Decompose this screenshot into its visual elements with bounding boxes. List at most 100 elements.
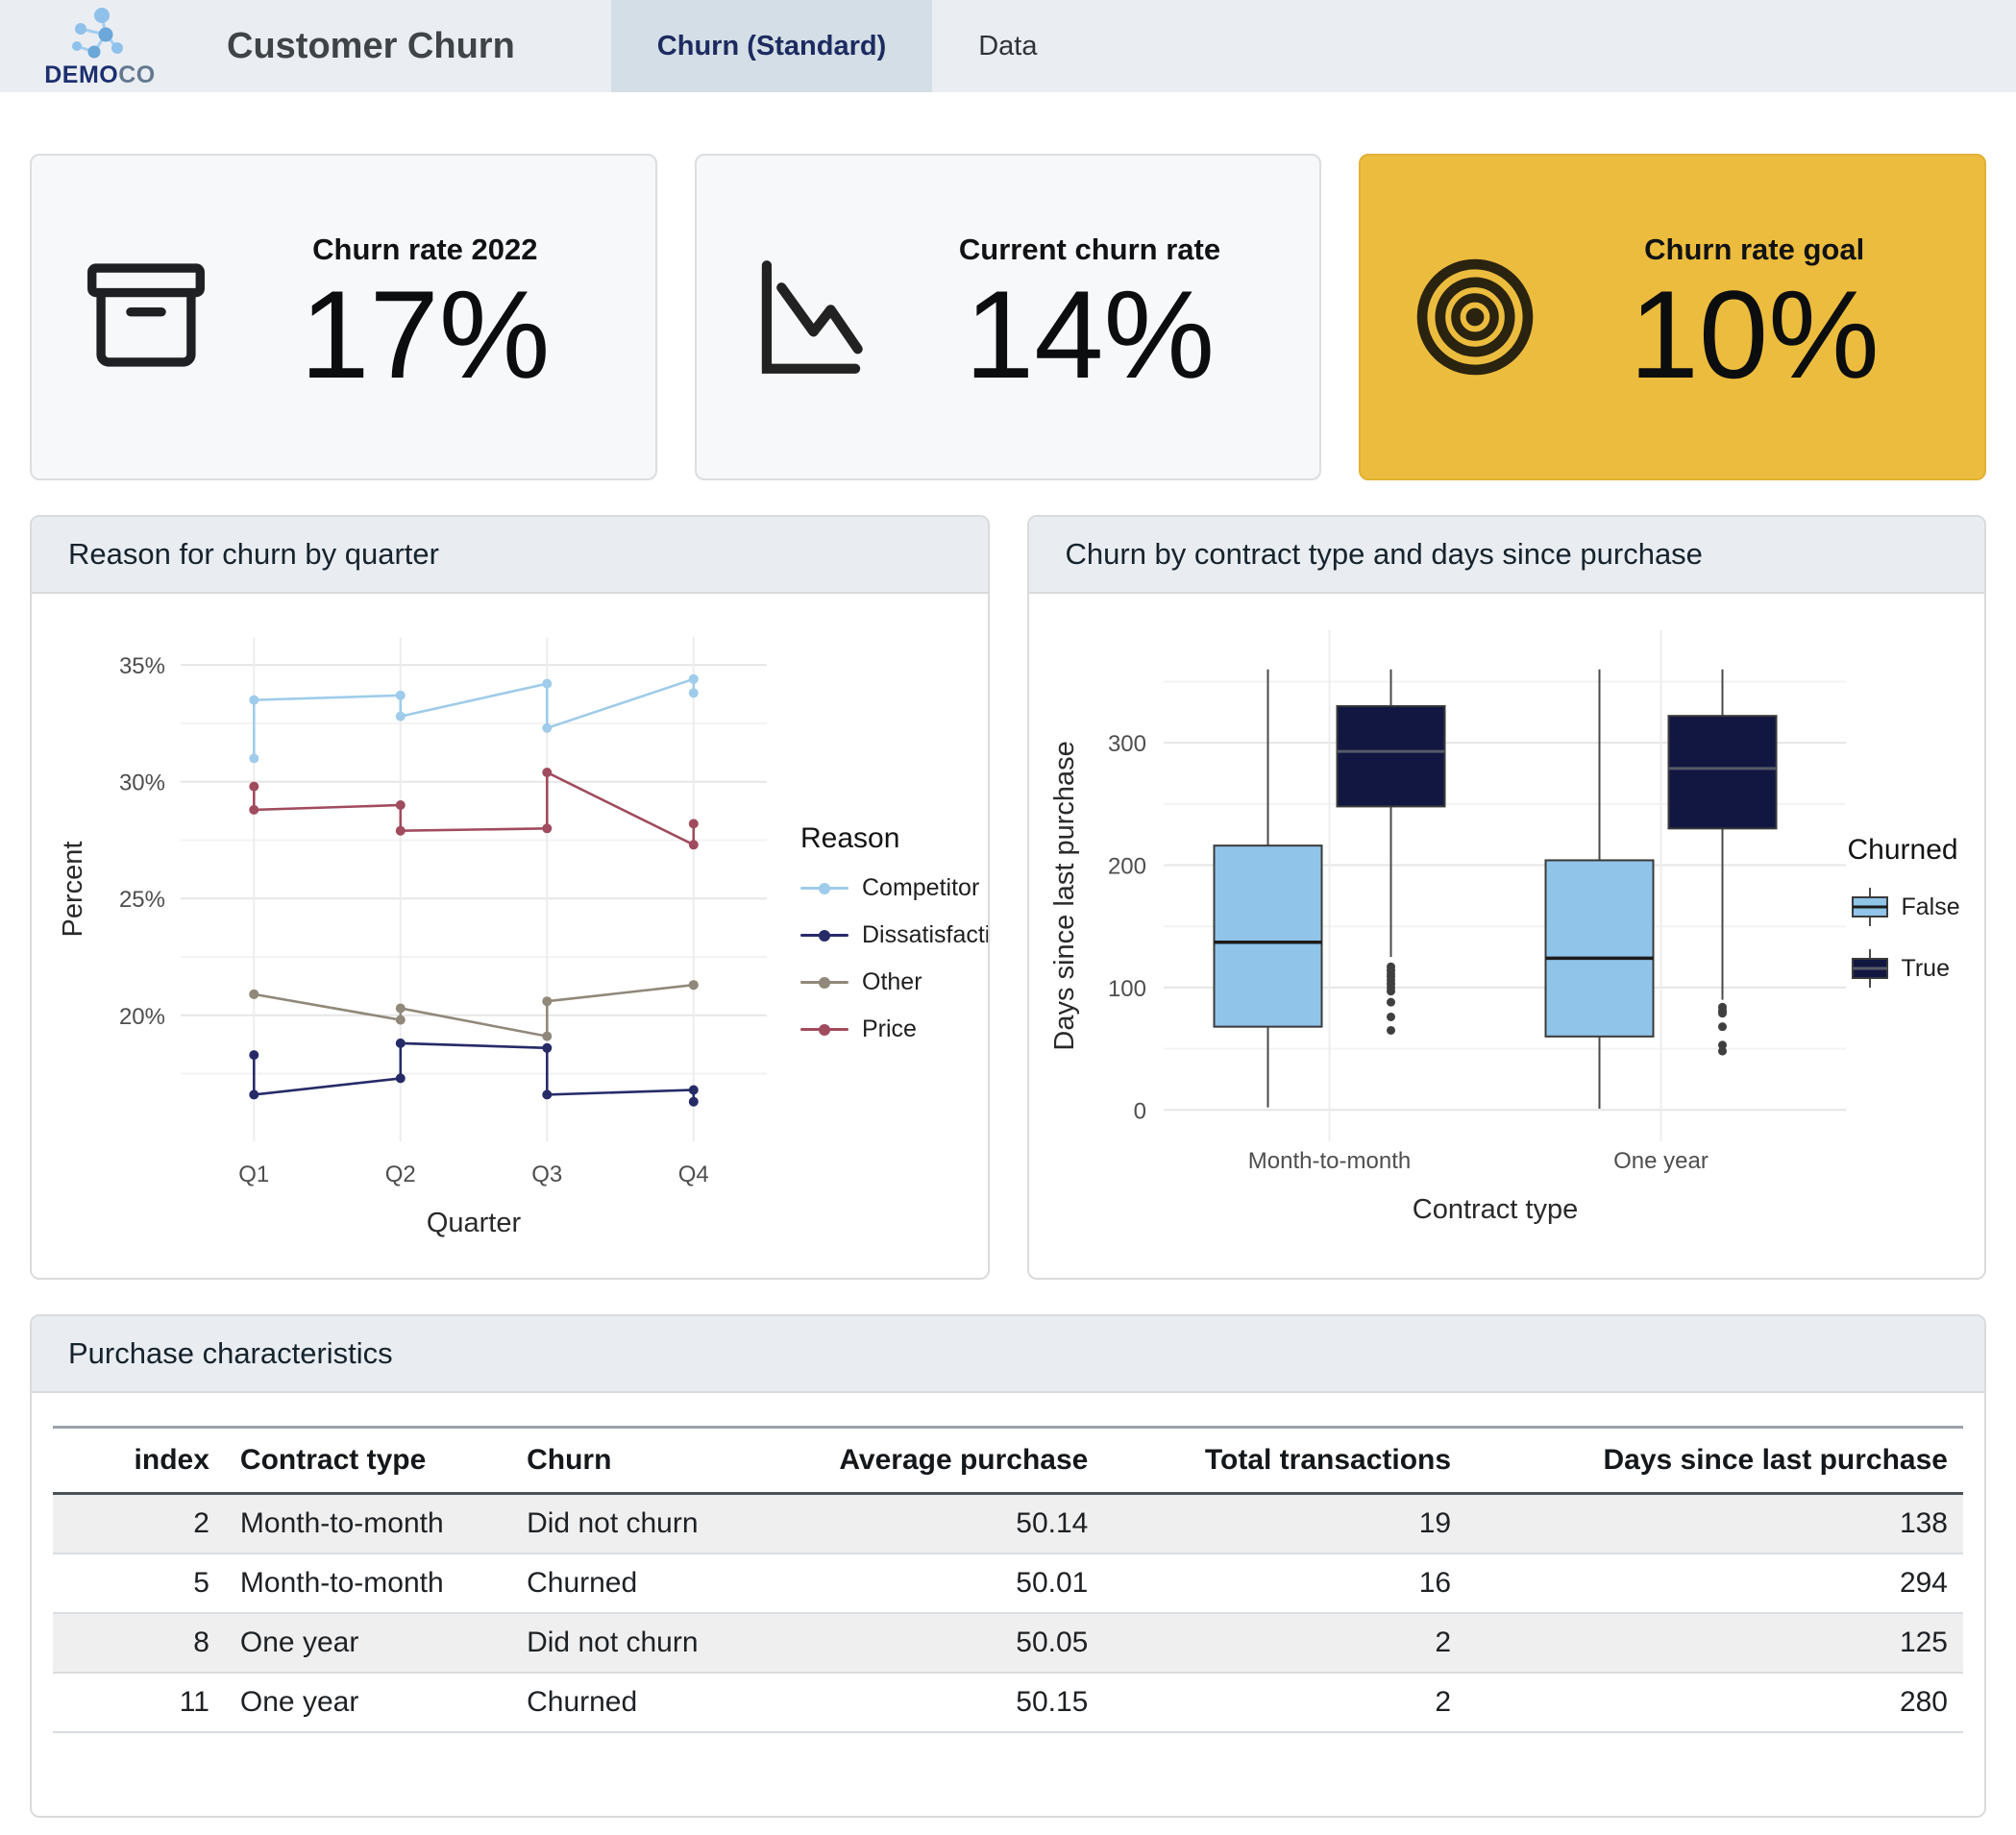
table-row: 5 Month-to-month Churned 50.01 16 294 (53, 1554, 1963, 1613)
legend-box-glyph (1851, 949, 1888, 988)
legend-label: True (1901, 954, 1950, 982)
column-header-1: Contract type (239, 1444, 427, 1476)
series-other (249, 980, 699, 1041)
svg-text:20%: 20% (119, 1004, 165, 1030)
svg-text:Q4: Q4 (678, 1162, 709, 1187)
table-cell: 280 (1899, 1686, 1948, 1718)
svg-text:Q3: Q3 (531, 1162, 562, 1187)
reason-legend: Reason Competitor Dissatisfaction Other Pri… (800, 822, 988, 1043)
kpi-card-current-churn-rate: Current churn rate 14% (694, 154, 1322, 480)
panel-title-reason: Reason for churn by quarter (32, 517, 988, 594)
trend-down-icon (729, 257, 893, 377)
svg-text:Q1: Q1 (238, 1162, 269, 1187)
legend-line-glyph (800, 976, 848, 989)
legend-title: Churned (1847, 834, 1958, 866)
panel-title-table: Purchase characteristics (32, 1316, 1984, 1393)
legend-item-dissatisfaction: Dissatisfaction (800, 921, 988, 949)
kpi-title: Churn rate 2022 (312, 232, 538, 266)
series-price (249, 768, 699, 850)
table-cell: 5 (193, 1567, 209, 1599)
legend-item-other: Other (800, 968, 988, 996)
legend-label: Price (862, 1015, 917, 1042)
table-cell: Month-to-month (239, 1567, 444, 1599)
kpi-value: 17% (300, 263, 551, 404)
svg-text:Month-to-month: Month-to-month (1247, 1148, 1410, 1174)
x-axis-label: Quarter (427, 1208, 522, 1238)
top-bar: DEMOCO Customer Churn Churn (Standard) D… (0, 0, 2016, 92)
series-competitor (249, 673, 699, 764)
purchase-table-body: index Contract type Churn Average purchase T… (32, 1393, 1984, 1816)
reason-line-chart: 20% 25% 30% 35% Q1 Q2 Q3 Q4 Percent Quarter (58, 637, 767, 1238)
svg-text:30%: 30% (119, 771, 165, 796)
legend-item-competitor: Competitor (800, 874, 988, 902)
y-axis-label: Percent (58, 842, 88, 938)
kpi-content: Churn rate 2022 17% (228, 232, 623, 402)
box-chart-body: 0 100 200 300 Month-to-month One year Days sin… (1028, 594, 1984, 1278)
panel-reason-for-churn: Reason for churn by quarter 20% 25% 30% 35%… (30, 515, 990, 1280)
table-cell: 50.01 (1016, 1567, 1089, 1599)
table-cell: Churned (527, 1567, 638, 1599)
svg-text:300: 300 (1107, 731, 1145, 757)
box-false-0 (1213, 669, 1322, 1108)
panel-title-boxplot: Churn by contract type and days since pu… (1028, 517, 1984, 594)
network-logo-icon (72, 7, 123, 58)
tab-bar: Churn (Standard) Data (610, 0, 1084, 92)
kpi-value: 14% (964, 263, 1216, 404)
table-cell: 50.14 (1016, 1507, 1089, 1539)
table-row: 8 One year Did not churn 50.05 2 125 (53, 1613, 1963, 1673)
table-cell: Month-to-month (239, 1507, 444, 1539)
kpi-content: Churn rate goal 10% (1557, 232, 1952, 402)
table-cell: One year (239, 1686, 359, 1718)
legend-label: Competitor (862, 874, 980, 901)
box-true-0 (1336, 669, 1445, 1035)
legend-item-false: False (1848, 886, 1960, 928)
table-cell: 8 (193, 1627, 209, 1658)
table-cell: 50.15 (1016, 1686, 1089, 1718)
company-logo: DEMOCO (42, 0, 158, 92)
legend-line-glyph (800, 882, 848, 894)
table-cell: Churned (527, 1686, 638, 1718)
tab-churn-standard[interactable]: Churn (Standard) (610, 0, 933, 92)
table-cell: 2 (1435, 1686, 1452, 1718)
series-dissatisfaction (249, 1038, 699, 1107)
svg-text:Q2: Q2 (385, 1162, 416, 1187)
purchase-table: index Contract type Churn Average purchase T… (53, 1426, 1963, 1733)
legend-item-price: Price (800, 1015, 988, 1043)
column-header-0: index (134, 1444, 209, 1476)
column-header-5: Days since last purchase (1603, 1444, 1948, 1476)
legend-line-glyph (800, 1023, 848, 1036)
column-header-3: Average purchase (839, 1444, 1089, 1476)
table-cell: 138 (1899, 1507, 1948, 1539)
logo-wordmark: DEMOCO (44, 62, 156, 87)
charts-row: Reason for churn by quarter 20% 25% 30% 35%… (0, 480, 2016, 1280)
table-row-outer: Purchase characteristics index Contract t… (0, 1280, 2016, 1818)
y-axis-label: Days since last purchase (1049, 741, 1080, 1050)
box-false-1 (1544, 669, 1654, 1109)
contract-box-plot: 0 100 200 300 Month-to-month One year Days sin… (1049, 630, 1846, 1225)
kpi-title: Churn rate goal (1644, 232, 1865, 266)
tab-data[interactable]: Data (978, 30, 1038, 61)
table-cell: 294 (1899, 1567, 1948, 1599)
table-cell: 19 (1418, 1507, 1452, 1539)
page-title: Customer Churn (227, 25, 515, 66)
box-true-1 (1667, 669, 1777, 1056)
table-cell: 16 (1418, 1567, 1452, 1599)
legend-box-glyph (1851, 888, 1888, 926)
table-row: 2 Month-to-month Did not churn 50.14 19 138 (53, 1493, 1963, 1554)
line-chart-body: 20% 25% 30% 35% Q1 Q2 Q3 Q4 Percent Quarter Reaso… (32, 594, 988, 1278)
table-cell: 11 (179, 1686, 209, 1718)
table-cell: Did not churn (527, 1627, 699, 1658)
target-icon (1393, 253, 1557, 381)
legend-label: False (1901, 893, 1960, 920)
svg-text:0: 0 (1133, 1098, 1145, 1124)
archive-box-icon (64, 257, 228, 377)
table-cell: 2 (193, 1507, 209, 1539)
axis-ticks: 20% 25% 30% 35% Q1 Q2 Q3 Q4 (119, 653, 709, 1187)
axis-ticks: 0 100 200 300 Month-to-month One year (1107, 731, 1708, 1174)
panel-purchase-characteristics: Purchase characteristics index Contract t… (30, 1314, 1986, 1818)
legend-title: Reason (800, 822, 900, 854)
kpi-card-churn-rate-2022: Churn rate 2022 17% (30, 154, 657, 480)
svg-text:25%: 25% (119, 887, 165, 913)
table-cell: 2 (1435, 1627, 1452, 1658)
